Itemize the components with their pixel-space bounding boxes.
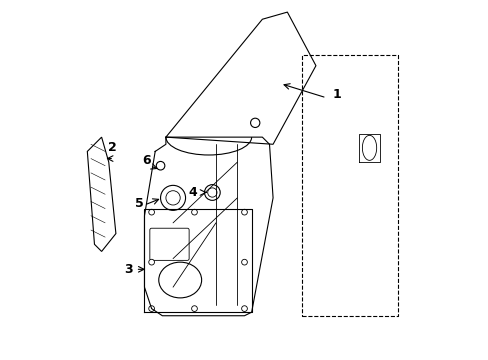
Text: 5: 5 <box>135 197 143 210</box>
Text: 4: 4 <box>188 186 197 199</box>
Circle shape <box>191 209 197 215</box>
Polygon shape <box>87 137 116 251</box>
Circle shape <box>148 306 154 311</box>
Circle shape <box>148 259 154 265</box>
Text: 1: 1 <box>332 88 341 101</box>
Circle shape <box>191 306 197 311</box>
Circle shape <box>241 306 247 311</box>
Circle shape <box>148 209 154 215</box>
Text: 6: 6 <box>142 154 150 167</box>
Circle shape <box>241 209 247 215</box>
Text: 2: 2 <box>108 141 117 154</box>
Text: 3: 3 <box>124 263 132 276</box>
Circle shape <box>241 259 247 265</box>
